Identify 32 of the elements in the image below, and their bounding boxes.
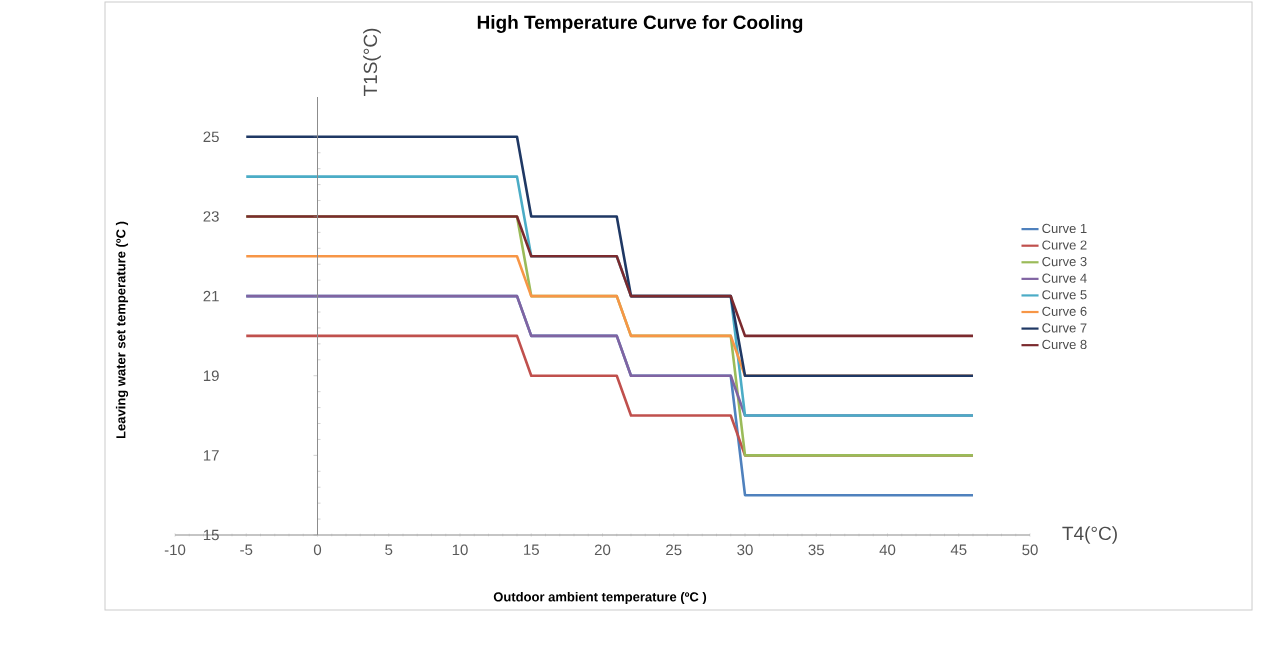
y-tick-label: 23 (203, 211, 219, 222)
x-tick-label: 25 (666, 544, 682, 556)
legend-label: Curve 4 (1042, 273, 1087, 283)
x-tick-label: -10 (164, 544, 186, 556)
x-tick-label: 45 (950, 544, 967, 555)
y-axis-title: Leaving water set temperature (ºC ) (115, 221, 129, 439)
x-tick-label: 5 (385, 544, 393, 555)
x-tick-label: 15 (524, 544, 539, 555)
x-tick-label: 40 (879, 544, 896, 556)
legend-label: Curve 8 (1042, 339, 1087, 350)
legend-label: Curve 7 (1042, 323, 1087, 333)
y-tick-label: 19 (203, 370, 219, 382)
x-tick-label: 50 (1022, 544, 1038, 556)
y-tick-label: 17 (203, 450, 219, 461)
text: T4(°C) (1062, 526, 1117, 544)
legend-label: Curve 5 (1042, 290, 1087, 300)
x-tick-label: 0 (313, 544, 322, 556)
legend-label: Curve 6 (1042, 306, 1087, 316)
x-tick-label: 20 (594, 544, 611, 556)
chart-title: High Temperature Curve for Cooling (477, 15, 803, 33)
y-tick-label: 25 (203, 131, 219, 143)
legend-label: Curve 3 (1042, 256, 1087, 267)
y-tick-label: 15 (203, 529, 219, 541)
x-tick-label: 35 (808, 544, 824, 556)
x-axis-title: Outdoor ambient temperature (ºC ) (493, 591, 707, 605)
text: T1S(°C) (363, 28, 381, 96)
x-tick-label: 10 (452, 544, 468, 556)
x-tick-label: -5 (240, 544, 253, 555)
legend-label: Curve 1 (1042, 223, 1087, 234)
y-tick-label: 21 (203, 290, 219, 302)
x-tick-label: 30 (737, 544, 753, 556)
legend-label: Curve 2 (1042, 240, 1087, 250)
